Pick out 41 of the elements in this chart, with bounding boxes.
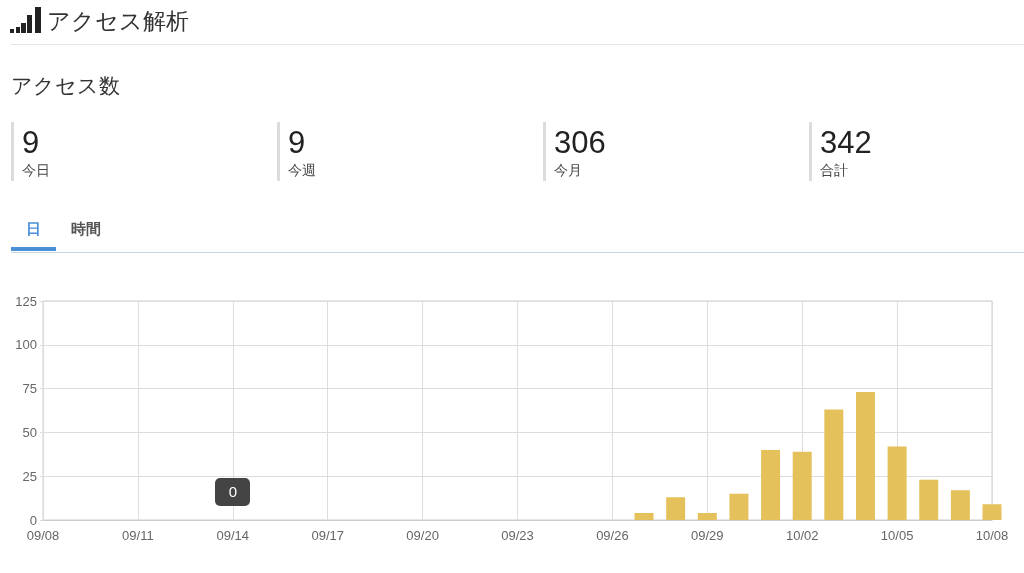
x-tick-label: 09/20 xyxy=(406,528,439,543)
x-tick-label: 09/11 xyxy=(122,528,154,543)
y-tick-label: 75 xyxy=(22,381,37,397)
y-tick-label: 125 xyxy=(15,293,37,309)
bar xyxy=(950,490,970,520)
y-tick-label: 25 xyxy=(22,468,37,484)
tab[interactable]: 時間 xyxy=(56,210,116,247)
tooltip: 0 xyxy=(215,478,251,506)
text: 今週 xyxy=(288,161,316,179)
bar xyxy=(887,446,907,520)
text: 合計 xyxy=(820,161,848,179)
bar xyxy=(634,512,654,520)
text: アクセス数 xyxy=(11,73,120,99)
x-tick-label: 09/23 xyxy=(501,528,534,543)
x-tick-label: 09/14 xyxy=(216,528,250,543)
bar xyxy=(729,493,749,520)
x-tick-label: 09/29 xyxy=(691,528,724,543)
bar xyxy=(697,512,717,520)
text: 今月 xyxy=(554,161,582,179)
x-tick-label: 09/08 xyxy=(26,528,60,543)
bar xyxy=(824,409,844,520)
text: 342 xyxy=(820,125,872,160)
y-tick-label: 0 xyxy=(29,512,37,528)
x-tick-label: 10/02 xyxy=(785,528,819,543)
y-tick-label: 50 xyxy=(22,424,37,440)
x-tick-label: 10/05 xyxy=(880,528,914,543)
bar xyxy=(792,451,812,520)
x-tick-label: 09/17 xyxy=(311,528,344,543)
bar xyxy=(761,449,781,520)
bar xyxy=(919,479,939,520)
bar xyxy=(666,497,686,520)
text: 9 xyxy=(288,125,306,160)
bar xyxy=(855,392,875,520)
x-tick-label: 09/26 xyxy=(596,528,629,543)
text: 今日 xyxy=(22,161,50,179)
bar xyxy=(982,504,1002,520)
text: アクセス解析 xyxy=(47,7,189,36)
y-tick-label: 100 xyxy=(15,337,37,353)
text: 9 xyxy=(22,125,40,160)
x-tick-label: 10/08 xyxy=(975,528,1009,543)
text: 306 xyxy=(554,125,606,160)
